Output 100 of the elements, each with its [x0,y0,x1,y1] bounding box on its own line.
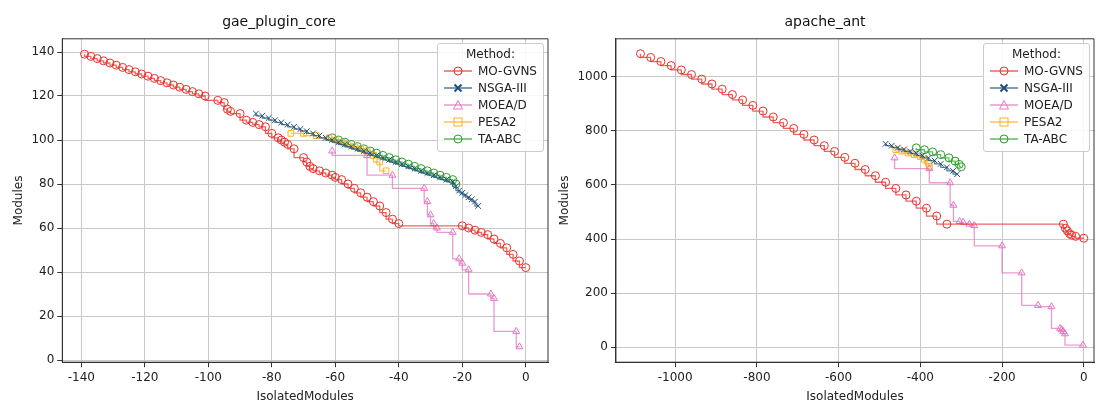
point [265,114,272,122]
legend-label: MOEA/D [1023,98,1073,113]
point [278,119,285,126]
legend-label: TA-ABC [477,132,522,147]
y-tick-label: 1000 [577,68,608,83]
y-tick-label: 0 [600,339,608,354]
point [462,191,469,199]
point [768,112,778,122]
x-tick-label: 0 [1079,369,1088,384]
point [300,130,307,137]
point [486,289,495,297]
point [410,161,420,171]
point [448,227,457,235]
point [378,150,388,160]
legend-label: NSGA-III [477,81,527,96]
x-tick-label: -120 [131,369,159,384]
point [830,146,840,156]
point [911,196,921,206]
point [925,159,932,167]
point [727,90,737,100]
point [287,130,295,137]
y-tick-label: 120 [31,88,55,103]
point [411,165,418,172]
y-tick-label: 40 [39,264,55,279]
point [928,147,938,157]
point [738,95,748,105]
x-tick-label: -400 [906,369,934,384]
point [490,293,498,301]
point [403,159,413,169]
point [316,132,323,139]
point [376,158,384,166]
y-tick-label: 20 [39,308,55,323]
x-tick-label: -1000 [657,369,693,384]
legend-label: MO-GVNS [477,64,537,79]
point [870,171,880,181]
point [436,174,444,181]
point [998,241,1007,249]
point [1058,219,1068,229]
point [372,148,382,158]
point [474,202,482,210]
point [435,170,445,180]
point [464,265,473,273]
point [404,163,412,170]
y-tick-label: 0 [46,352,55,367]
y-tick-label: 600 [585,177,608,192]
x-tick-label: -140 [67,369,95,384]
point [932,211,942,221]
point [512,326,521,334]
point [666,61,676,71]
legend-label: PESA2 [1023,115,1063,130]
point [465,193,472,201]
x-tick-label: -20 [452,369,473,384]
point [458,258,467,266]
point [919,145,929,155]
point [271,116,279,124]
point [953,170,961,178]
point [950,156,960,166]
y-tick-label: 60 [39,220,55,235]
x-tick-label: -100 [194,369,222,384]
point [258,112,266,120]
point [1034,300,1042,308]
y-tick-label: 80 [39,176,55,191]
legend-label: MOEA/D [477,98,527,113]
point [303,127,311,135]
x-tick-label: -40 [388,369,409,384]
x-axis-title: IsolatedModules [806,388,904,403]
x-axis-title: IsolatedModules [256,388,354,403]
point [949,167,957,175]
point [471,198,479,205]
point [944,153,954,163]
point [1071,231,1081,241]
y-tick-label: 100 [31,132,55,147]
point [328,146,337,154]
point [379,154,387,161]
y-axis-title: Modules [557,175,572,226]
point [252,110,260,117]
point [423,197,432,205]
legend-title: Method: [464,46,516,61]
point [925,154,932,162]
point [717,84,727,94]
x-tick-label: 0 [521,369,530,384]
point [809,135,819,145]
point [707,79,717,89]
y-axis-title: Modules [11,175,26,226]
point [946,178,955,186]
y-tick-label: 140 [31,44,55,59]
point [426,210,435,218]
point [468,196,476,203]
point [656,57,666,67]
point [888,142,896,150]
point [748,100,758,110]
point [687,70,697,80]
point [936,150,946,160]
point [676,65,686,75]
point [959,217,968,225]
point [965,219,974,227]
point [1017,268,1026,276]
point [758,106,768,116]
x-tick-label: -200 [988,369,1016,384]
point [646,52,656,62]
